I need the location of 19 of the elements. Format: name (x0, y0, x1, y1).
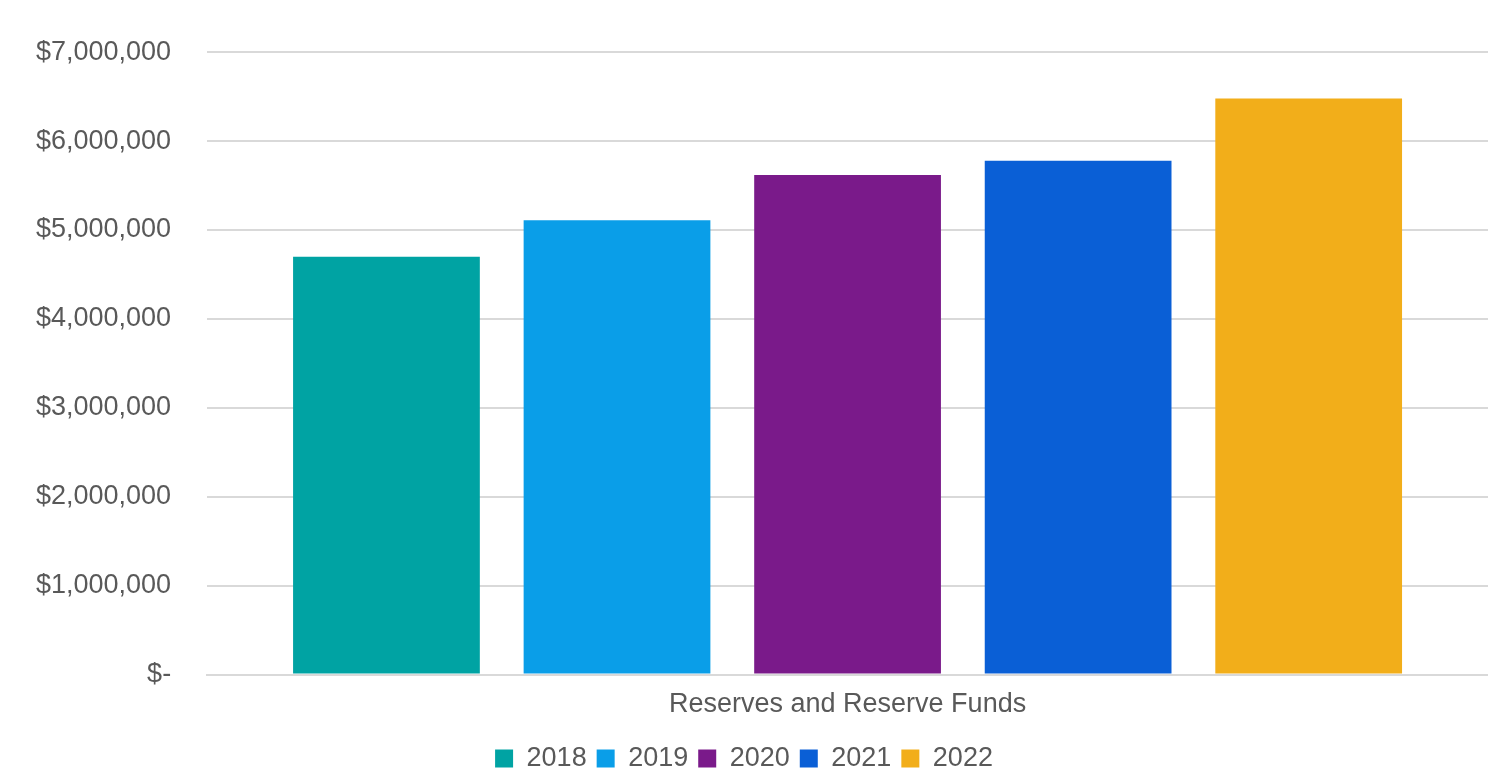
bar (984, 160, 1172, 674)
legend-label: 2022 (932, 741, 993, 772)
y-tick-label: $- (147, 658, 172, 689)
y-tick-label: $5,000,000 (35, 213, 172, 244)
x-tick-label: Reserves and Reserve Funds (668, 688, 1027, 719)
legend-label: 2019 (628, 741, 689, 772)
legend-label: 2018 (526, 741, 587, 772)
y-tick-label: $6,000,000 (35, 124, 172, 155)
y-tick-label: $4,000,000 (35, 302, 172, 333)
y-tick-label: $1,000,000 (35, 569, 172, 600)
bar (754, 174, 941, 674)
legend-label: 2020 (729, 741, 790, 772)
bar (1215, 98, 1403, 674)
bar (523, 220, 711, 674)
y-tick-label: $2,000,000 (35, 480, 172, 511)
y-tick-label: $3,000,000 (35, 391, 172, 422)
bar (293, 256, 480, 674)
legend-label: 2021 (831, 741, 892, 772)
y-tick-label: $7,000,000 (35, 35, 172, 66)
